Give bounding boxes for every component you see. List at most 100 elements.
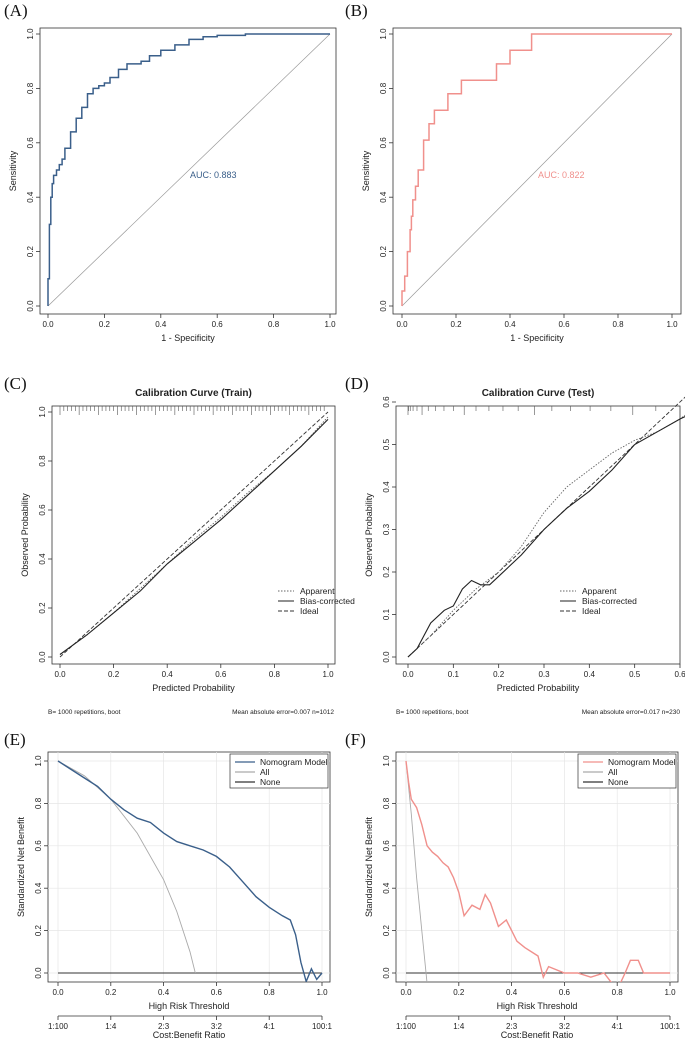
x-tick-label: 0.6 — [211, 988, 223, 997]
x-tick-label: 0.5 — [629, 670, 641, 679]
y-tick-label: 0.8 — [379, 82, 388, 94]
x-tick-label: 1.0 — [322, 670, 334, 679]
legend-label: Nomogram Model — [608, 757, 676, 767]
calibration-train-footer-left: B= 1000 repetitions, boot — [48, 709, 121, 716]
x-tick-label: 0.1 — [448, 670, 460, 679]
plot-frame — [395, 405, 681, 665]
cost-benefit-tick-label: 3:2 — [559, 1022, 571, 1031]
y-axis-label: Sensitivity — [361, 150, 371, 191]
y-tick-label: 1.0 — [38, 406, 47, 418]
x-tick-label: 0.2 — [99, 320, 111, 329]
nomogram-line — [405, 760, 670, 982]
plot-frame — [47, 751, 331, 983]
x-tick-label: 0.0 — [54, 670, 66, 679]
cost-benefit-tick-label: 2:3 — [158, 1022, 170, 1031]
y-tick-label: 0.4 — [379, 191, 388, 203]
y-tick-label: 0.4 — [382, 882, 391, 894]
legend-label: All — [260, 767, 270, 777]
cost-benefit-tick-label: 4:1 — [612, 1022, 624, 1031]
x-tick-label: 0.8 — [612, 320, 624, 329]
x-tick-label: 0.0 — [42, 320, 54, 329]
x-axis-label: 1 - Specificity — [510, 333, 564, 343]
x-tick-label: 0.6 — [212, 320, 224, 329]
y-tick-label: 0.2 — [382, 566, 391, 578]
x-tick-label: 0.8 — [268, 320, 280, 329]
calibration-train-footer-right: Mean absolute error=0.007 n=1012 — [232, 709, 334, 716]
y-axis-label: Sensitivity — [8, 150, 18, 191]
panel-label-c: (C) — [4, 374, 27, 393]
plot-panel-dca-test: 0.0 0.2 0.4 0.6 0.8 1.0 0.0 0.2 0.4 0.6 0.8 1.0 High… — [364, 751, 681, 1040]
x-tick-label: 1.0 — [324, 320, 336, 329]
y-tick-label: 0.6 — [382, 840, 391, 852]
roc-curve — [401, 33, 672, 306]
nomogram-line — [57, 760, 323, 982]
y-tick-label: 0.0 — [382, 651, 391, 663]
chart-title: Calibration Curve (Train) — [135, 388, 252, 399]
y-tick-label: 0.8 — [34, 797, 43, 809]
y-tick-label: 0.2 — [26, 245, 35, 257]
cost-benefit-axis: 1:100 1:4 2:3 3:2 4:1 100:1 Cost:Benefit Ratio — [396, 1015, 681, 1040]
x-tick-label: 0.0 — [402, 670, 414, 679]
rug-marks — [407, 406, 657, 415]
x-tick-label: 0.2 — [108, 670, 120, 679]
y-tick-label: 0.4 — [382, 481, 391, 493]
chart-title: Calibration Curve (Test) — [482, 388, 595, 399]
y-tick-label: 0.2 — [382, 924, 391, 936]
y-tick-label: 1.0 — [34, 755, 43, 767]
plot-panel-calibration-test: 0.0 0.1 0.2 0.3 0.4 0.5 0.6 0.0 0.1 0.2 0.3 0.4 0.5 0… — [364, 388, 685, 693]
panel-label-d: (D) — [345, 374, 369, 393]
cost-benefit-label: Cost:Benefit Ratio — [153, 1030, 226, 1040]
auc-annotation: AUC: 0.883 — [190, 170, 237, 180]
y-tick-label: 0.0 — [382, 967, 391, 979]
y-tick-label: 0.2 — [379, 245, 388, 257]
cost-benefit-tick-label: 1:4 — [105, 1022, 117, 1031]
x-tick-label: 0.4 — [155, 320, 167, 329]
legend-label: None — [608, 777, 629, 787]
y-tick-label: 0.8 — [26, 82, 35, 94]
y-tick-label: 0.3 — [382, 523, 391, 535]
x-axis-label: Predicted Probability — [497, 683, 580, 693]
y-tick-label: 0.0 — [379, 300, 388, 312]
x-tick-label: 0.0 — [400, 988, 412, 997]
panel-label-a: (A) — [4, 1, 28, 20]
y-tick-label: 0.6 — [382, 396, 391, 408]
legend-label: Bias-corrected — [582, 596, 637, 606]
y-tick-label: 1.0 — [382, 755, 391, 767]
y-tick-label: 0.6 — [34, 840, 43, 852]
y-tick-label: 0.8 — [382, 797, 391, 809]
rug-marks — [59, 406, 325, 415]
y-tick-label: 0.4 — [38, 553, 47, 565]
y-tick-label: 0.4 — [26, 191, 35, 203]
y-tick-label: 0.2 — [34, 924, 43, 936]
y-tick-label: 0.0 — [26, 300, 35, 312]
x-tick-label: 0.4 — [504, 320, 516, 329]
x-tick-label: 0.4 — [162, 670, 174, 679]
y-tick-label: 0.0 — [34, 967, 43, 979]
y-tick-label: 0.0 — [38, 651, 47, 663]
ideal-line — [407, 396, 685, 658]
cost-benefit-tick-label: 1:100 — [396, 1022, 417, 1031]
legend-label: Ideal — [300, 606, 319, 616]
legend-label: Apparent — [300, 586, 335, 596]
y-tick-label: 1.0 — [26, 28, 35, 40]
plot-panel-roc-test: 0.0 0.2 0.4 0.6 0.8 1.0 0.0 0.2 0.4 0.6 0.8 1.0 1 - … — [361, 27, 682, 343]
y-tick-label: 0.1 — [382, 608, 391, 620]
y-tick-label: 0.8 — [38, 455, 47, 467]
apparent-line — [407, 414, 685, 658]
cost-benefit-tick-label: 100:1 — [312, 1022, 333, 1031]
panel-label-e: (E) — [4, 730, 26, 749]
y-tick-label: 0.5 — [382, 438, 391, 450]
x-tick-label: 1.0 — [664, 988, 676, 997]
legend-label: Apparent — [582, 586, 617, 596]
legend-label: Bias-corrected — [300, 596, 355, 606]
reference-diagonal — [47, 33, 331, 307]
x-axis-label: High Risk Threshold — [149, 1001, 230, 1011]
bias-corrected-line — [59, 419, 329, 655]
y-axis-label: Standardized Net Benefit — [364, 816, 374, 917]
all-line — [57, 760, 196, 974]
cost-benefit-tick-label: 2:3 — [506, 1022, 518, 1031]
x-tick-label: 0.2 — [493, 670, 505, 679]
